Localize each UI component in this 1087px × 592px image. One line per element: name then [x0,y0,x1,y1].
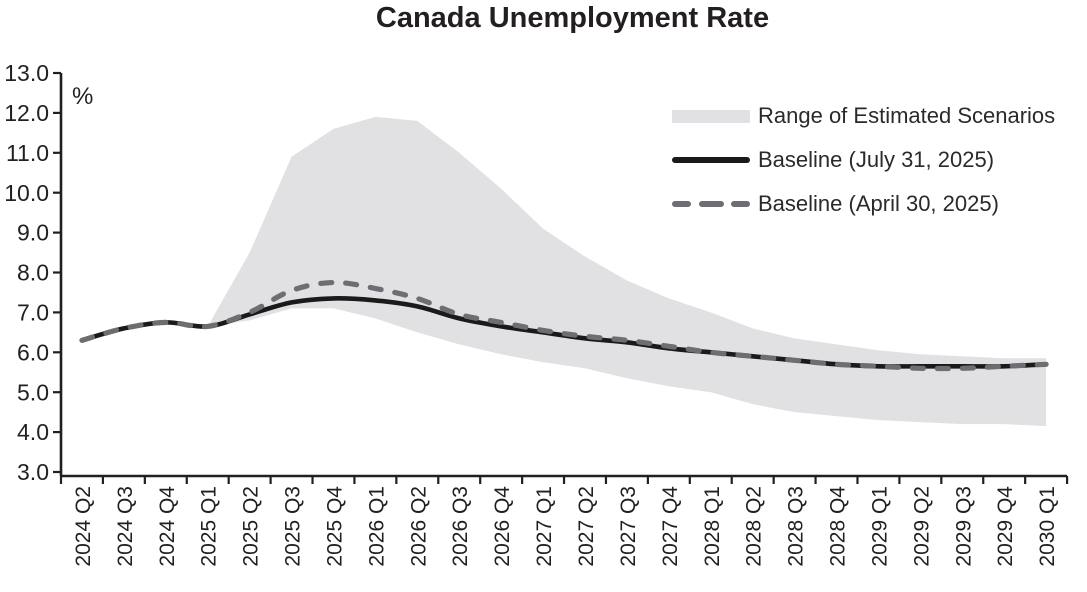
x-tick-label: 2027 Q4 [659,486,682,567]
x-tick-label: 2024 Q4 [156,486,179,567]
x-tick-label: 2025 Q4 [323,486,346,567]
y-tick-label: 7.0 [17,299,49,325]
y-tick-label: 3.0 [17,459,49,485]
x-tick-label: 2025 Q2 [240,486,263,567]
legend-item-baseline-april: Baseline (April 30, 2025) [672,191,1055,216]
y-tick-label: 12.0 [4,100,49,126]
range-band-swatch [672,109,750,123]
x-tick-label: 2026 Q1 [365,486,388,567]
x-tick-label: 2025 Q3 [282,486,305,567]
x-tick-label: 2028 Q2 [743,486,766,567]
x-tick-label: 2028 Q1 [701,486,724,567]
x-tick-label: 2027 Q3 [617,486,640,567]
y-tick-label: 9.0 [17,220,49,246]
y-tick-label: 5.0 [17,379,49,405]
x-tick-label: 2028 Q3 [785,486,808,567]
y-tick-label: 4.0 [17,419,49,445]
legend-label-range: Range of Estimated Scenarios [758,103,1056,128]
legend-label-baseline-april: Baseline (April 30, 2025) [758,191,999,216]
x-tick-label: 2024 Q3 [114,486,137,567]
x-tick-label: 2027 Q1 [533,486,556,567]
x-tick-label: 2026 Q4 [491,486,514,567]
legend-item-range: Range of Estimated Scenarios [672,103,1056,128]
dash-segment [672,201,691,207]
dash-segment [698,201,724,207]
y-axis-unit-label: % [72,83,93,110]
x-tick-label: 2028 Q4 [827,486,850,567]
legend: Range of Estimated Scenarios Baseline (J… [672,103,1056,216]
x-tick-label: 2025 Q1 [198,486,221,567]
x-tick-label: 2029 Q4 [994,486,1017,567]
chart-title: Canada Unemployment Rate [375,2,770,34]
y-tick-label: 11.0 [6,140,49,166]
x-tick-label: 2030 Q1 [1036,486,1059,567]
scenario-range-band [207,116,1047,427]
x-tick-label: 2026 Q2 [407,486,430,567]
legend-item-baseline-july: Baseline (July 31, 2025) [672,147,1055,172]
x-tick-label: 2029 Q2 [910,486,933,567]
x-tick-label: 2024 Q2 [72,486,95,567]
y-tick-label: 6.0 [17,339,49,365]
x-tick-label: 2029 Q1 [868,486,891,567]
x-tick-label: 2029 Q3 [952,486,975,567]
y-tick-label: 13.0 [4,60,49,86]
x-tick-label: 2026 Q3 [449,486,472,567]
legend-label-baseline-july: Baseline (July 31, 2025) [758,147,995,172]
dash-segment [731,201,750,207]
solid-line-swatch [672,157,750,163]
x-tick-label: 2027 Q2 [575,486,598,567]
y-tick-label: 8.0 [17,260,49,286]
dashed-line-swatch [672,201,750,207]
y-tick-label: 10.0 [4,180,49,206]
baseline-april-line [79,279,1049,372]
